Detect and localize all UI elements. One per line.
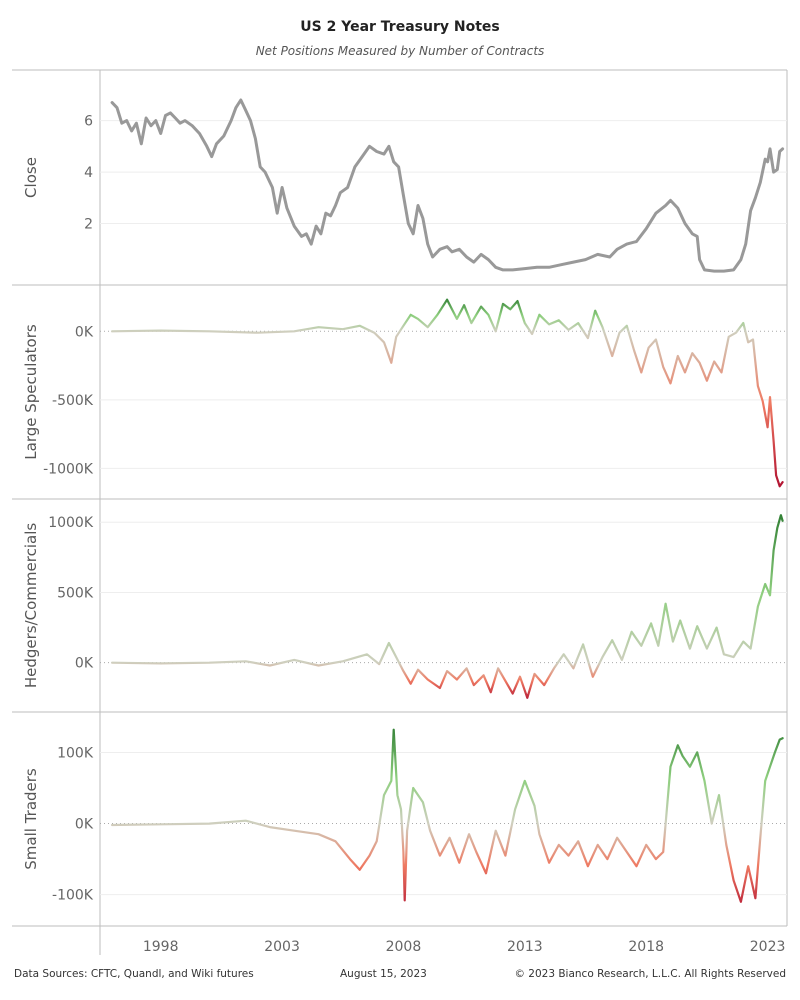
multi-panel-chart: 2 4 6 Close -1000K -500K 0K Large Speculators 0K… — [12, 69, 788, 955]
ytick-label-small-traders: 0K — [75, 817, 94, 833]
ytick-label-small-traders: 100K — [57, 745, 94, 761]
chart-subtitle: Net Positions Measured by Number of Cont… — [255, 44, 545, 58]
yaxis-title-close: Close — [22, 157, 40, 198]
chart-title: US 2 Year Treasury Notes — [300, 19, 500, 35]
ytick-label-close: 6 — [84, 114, 93, 130]
ytick-label-close: 2 — [84, 217, 93, 233]
ytick-label-hedgers-commercials: 500K — [57, 585, 94, 601]
series-line-small-traders — [111, 728, 784, 903]
ytick-label-hedgers-commercials: 1000K — [48, 515, 94, 531]
yaxis-title-small-traders: Small Traders — [22, 768, 40, 870]
ytick-label-hedgers-commercials: 0K — [75, 656, 94, 672]
ytick-label-large-speculators: -1000K — [43, 461, 94, 477]
ytick-label-close: 4 — [84, 165, 93, 181]
xtick-label-2008: 2008 — [386, 939, 422, 955]
xtick-label-2018: 2018 — [628, 939, 664, 955]
footer-copyright: © 2023 Bianco Research, L.L.C. All Right… — [514, 968, 786, 980]
ytick-label-small-traders: -100K — [52, 888, 94, 904]
footer-date: August 15, 2023 — [340, 968, 427, 980]
ytick-label-large-speculators: 0K — [75, 324, 94, 340]
ytick-label-large-speculators: -500K — [52, 393, 94, 409]
xtick-label-2003: 2003 — [264, 939, 300, 955]
series-line-hedgers-commercials — [111, 514, 784, 699]
yaxis-title-hedgers-commercials: Hedgers/Commercials — [22, 523, 40, 689]
xtick-label-2013: 2013 — [507, 939, 543, 955]
yaxis-title-large-speculators: Large Speculators — [22, 324, 40, 460]
footer-data-sources: Data Sources: CFTC, Quandl, and Wiki fut… — [14, 968, 254, 980]
xtick-label-1998: 1998 — [143, 939, 179, 955]
xtick-label-2023: 2023 — [750, 939, 786, 955]
series-line-close — [110, 98, 785, 273]
series-line-large-speculators — [111, 298, 784, 488]
